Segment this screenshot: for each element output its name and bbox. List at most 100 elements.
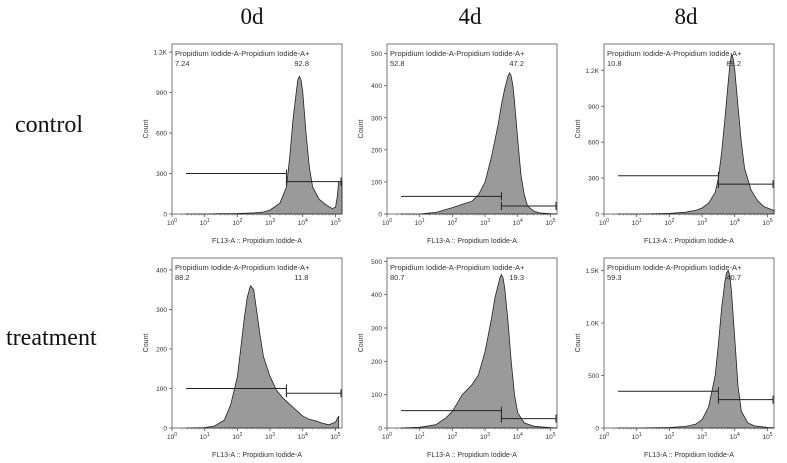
x-tick-label: 100 (599, 218, 609, 227)
x-tick-label: 104 (730, 218, 740, 227)
x-tick-label: 101 (632, 218, 642, 227)
x-axis-label: FL13-A :: Propidium Iodide-A (212, 238, 302, 245)
histogram-control-0d: Propidium Iodide-A-Propidium Iodide-A+7.… (143, 43, 343, 245)
x-tick-label: 102 (447, 218, 457, 227)
y-tick-label: 0 (378, 212, 382, 219)
x-tick-label: 102 (232, 218, 242, 227)
x-tick-label: 100 (167, 218, 177, 227)
plot-frame (603, 257, 775, 429)
histogram-control-8d: Propidium Iodide-A-Propidium Iodide-A+10… (575, 43, 775, 245)
gate-negative-percent: 80.7 (390, 273, 405, 282)
x-tick-label: 102 (664, 432, 674, 441)
column-label-4d: 4d (458, 4, 482, 29)
histogram-area (617, 53, 775, 215)
gate-negative-percent: 88.2 (175, 273, 190, 282)
y-tick-label: 600 (156, 131, 167, 138)
x-tick-label: 102 (447, 432, 457, 441)
gate-title: Propidium Iodide-A-Propidium Iodide-A+ (607, 49, 742, 58)
x-tick-label: 103 (480, 218, 490, 227)
x-tick-label: 102 (664, 218, 674, 227)
y-tick-label: 300 (156, 171, 167, 178)
y-tick-label: 200 (371, 359, 382, 366)
y-tick-label: 100 (371, 179, 382, 186)
histogram-treatment-8d: Propidium Iodide-A-Propidium Iodide-A+59… (575, 257, 775, 459)
y-axis-label: Count (575, 120, 582, 139)
column-label-0d: 0d (240, 4, 264, 29)
gate-title: Propidium Iodide-A-Propidium Iodide-A+ (607, 263, 742, 272)
y-tick-label: 200 (156, 346, 167, 353)
x-tick-label: 105 (330, 218, 340, 227)
y-tick-label: 300 (588, 176, 599, 183)
gate-title: Propidium Iodide-A-Propidium Iodide-A+ (390, 49, 525, 58)
histogram-area (400, 72, 558, 215)
plot-frame (171, 43, 343, 215)
y-tick-label: 1.0K (586, 321, 600, 328)
y-axis-label: Count (143, 120, 150, 139)
y-axis-label: Count (575, 334, 582, 353)
x-axis-label: FL13-A :: Propidium Iodide-A (644, 238, 734, 245)
gate-negative-percent: 10.8 (607, 59, 622, 68)
x-tick-label: 105 (330, 432, 340, 441)
row-label-treatment: treatment (6, 325, 97, 351)
histogram-area (400, 273, 558, 429)
y-tick-label: 500 (371, 51, 382, 58)
histogram-area (185, 284, 340, 429)
gate-negative-percent: 52.8 (390, 59, 405, 68)
y-tick-label: 400 (371, 292, 382, 299)
x-tick-label: 101 (415, 218, 425, 227)
gate-positive-percent: 40.7 (726, 273, 741, 282)
plot-frame (386, 43, 558, 215)
x-tick-label: 103 (265, 218, 275, 227)
y-tick-label: 100 (156, 386, 167, 393)
histogram-treatment-4d: Propidium Iodide-A-Propidium Iodide-A+80… (358, 257, 558, 459)
gate-title: Propidium Iodide-A-Propidium Iodide-A+ (175, 49, 310, 58)
gate-positive-percent: 47.2 (509, 59, 524, 68)
x-tick-label: 100 (382, 218, 392, 227)
y-axis-label: Count (358, 120, 365, 139)
y-tick-label: 100 (371, 392, 382, 399)
gate-positive-percent: 19.3 (509, 273, 524, 282)
y-tick-label: 0 (163, 212, 167, 219)
y-tick-label: 500 (371, 259, 382, 266)
histogram-area (185, 75, 343, 215)
x-tick-label: 101 (415, 432, 425, 441)
x-tick-label: 105 (545, 218, 555, 227)
y-tick-label: 0 (595, 426, 599, 433)
x-tick-label: 104 (298, 218, 308, 227)
x-tick-label: 104 (730, 432, 740, 441)
x-tick-label: 103 (697, 218, 707, 227)
y-tick-label: 300 (156, 307, 167, 314)
x-axis-label: FL13-A :: Propidium Iodide-A (427, 238, 517, 245)
x-tick-label: 100 (167, 432, 177, 441)
gate-title: Propidium Iodide-A-Propidium Iodide-A+ (390, 263, 525, 272)
y-tick-label: 200 (371, 147, 382, 154)
x-tick-label: 105 (762, 432, 772, 441)
histogram-area (617, 269, 775, 429)
column-label-8d: 8d (674, 4, 698, 29)
x-tick-label: 104 (513, 218, 523, 227)
gate-negative-percent: 7.24 (175, 59, 190, 68)
x-tick-label: 100 (599, 432, 609, 441)
x-tick-label: 101 (632, 432, 642, 441)
y-tick-label: 900 (156, 90, 167, 97)
histogram-control-4d: Propidium Iodide-A-Propidium Iodide-A+52… (358, 43, 558, 245)
x-axis-label: FL13-A :: Propidium Iodide-A (427, 452, 517, 459)
y-tick-label: 0 (595, 212, 599, 219)
y-tick-label: 300 (371, 326, 382, 333)
y-tick-label: 400 (156, 267, 167, 274)
x-tick-label: 101 (200, 432, 210, 441)
x-tick-label: 101 (200, 218, 210, 227)
x-tick-label: 103 (480, 432, 490, 441)
x-axis-label: FL13-A :: Propidium Iodide-A (212, 452, 302, 459)
x-tick-label: 100 (382, 432, 392, 441)
y-axis-label: Count (143, 334, 150, 353)
y-tick-label: 1.5K (586, 268, 600, 275)
x-tick-label: 104 (298, 432, 308, 441)
x-tick-label: 105 (545, 432, 555, 441)
y-tick-label: 1.2K (586, 68, 600, 75)
y-tick-label: 400 (371, 83, 382, 90)
y-tick-label: 300 (371, 115, 382, 122)
y-tick-label: 0 (163, 426, 167, 433)
y-tick-label: 900 (588, 104, 599, 111)
y-axis-label: Count (358, 334, 365, 353)
